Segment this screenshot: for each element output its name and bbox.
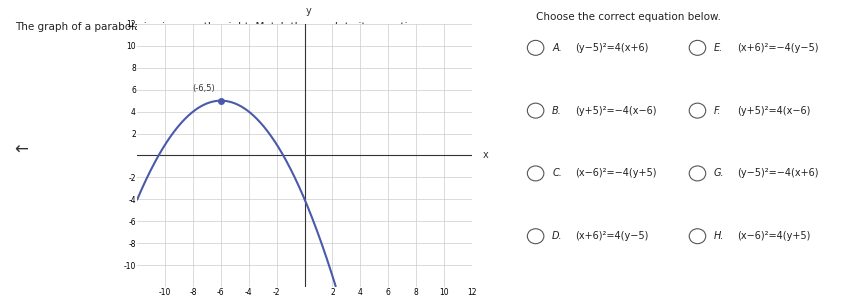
Text: A.: A. bbox=[553, 43, 562, 53]
Text: (y+5)²=−4(x−6): (y+5)²=−4(x−6) bbox=[575, 106, 656, 116]
Text: ←: ← bbox=[15, 141, 28, 158]
Text: H.: H. bbox=[714, 231, 724, 241]
Text: (x+6)²=−4(y−5): (x+6)²=−4(y−5) bbox=[737, 43, 819, 53]
Text: y: y bbox=[306, 6, 311, 16]
Text: C.: C. bbox=[553, 168, 562, 179]
Text: x: x bbox=[483, 150, 489, 161]
Text: B.: B. bbox=[553, 106, 562, 116]
Text: D.: D. bbox=[553, 231, 563, 241]
Text: (y+5)²=4(x−6): (y+5)²=4(x−6) bbox=[737, 106, 811, 116]
Text: G.: G. bbox=[714, 168, 725, 179]
Text: (-6,5): (-6,5) bbox=[192, 84, 215, 93]
Text: (y−5)²=−4(x+6): (y−5)²=−4(x+6) bbox=[737, 168, 819, 179]
Text: Choose the correct equation below.: Choose the correct equation below. bbox=[535, 12, 721, 22]
Text: (x−6)²=4(y+5): (x−6)²=4(y+5) bbox=[737, 231, 811, 241]
Text: E.: E. bbox=[714, 43, 723, 53]
Text: (y−5)²=4(x+6): (y−5)²=4(x+6) bbox=[575, 43, 649, 53]
Text: The graph of a parabola is given on the right. Match the graph to its equation.: The graph of a parabola is given on the … bbox=[15, 22, 424, 32]
Text: F.: F. bbox=[714, 106, 722, 116]
Text: (x−6)²=−4(y+5): (x−6)²=−4(y+5) bbox=[575, 168, 656, 179]
Text: (x+6)²=4(y−5): (x+6)²=4(y−5) bbox=[575, 231, 649, 241]
